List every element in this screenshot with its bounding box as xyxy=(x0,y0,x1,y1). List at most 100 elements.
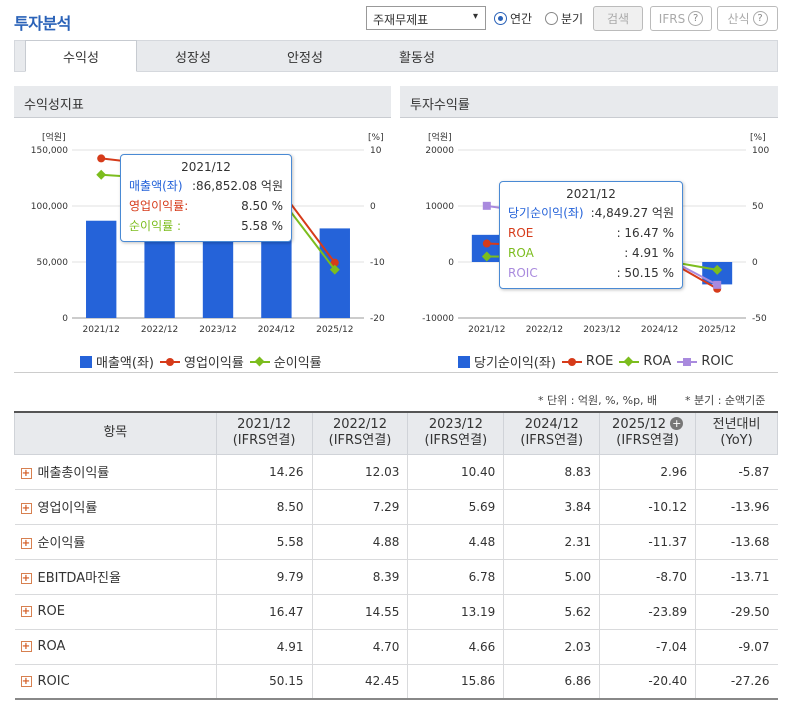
table-cell: 8.39 xyxy=(311,559,408,595)
tooltip-value: : 50.15 % xyxy=(616,266,674,280)
legend-item[interactable]: 당기순이익(좌) xyxy=(458,352,556,371)
data-point[interactable] xyxy=(96,169,107,180)
column-header: 2023/12 (IFRS연결) xyxy=(407,411,505,455)
y-tick-label: -10000 xyxy=(422,314,454,324)
row-label-cell[interactable]: + EBITDA마진율 xyxy=(14,559,217,595)
ifrs-button[interactable]: IFRS ? xyxy=(650,6,712,31)
expand-icon[interactable]: + xyxy=(20,503,32,514)
y2-tick-label: 0 xyxy=(752,258,758,268)
data-point[interactable] xyxy=(712,264,723,275)
tooltip-row: ROA: 4.91 % xyxy=(508,243,674,263)
legend-item[interactable]: 영업이익률 xyxy=(159,352,244,371)
column-header: 2021/12 (IFRS연결) xyxy=(215,411,313,455)
table-cell: 15.86 xyxy=(407,664,504,700)
data-point[interactable] xyxy=(97,154,106,163)
row-label-cell[interactable]: + 영업이익률 xyxy=(14,489,217,525)
table-cell: -7.04 xyxy=(599,629,696,665)
row-label-cell[interactable]: + ROE xyxy=(14,594,217,630)
column-header-sub: (YoY) xyxy=(720,433,753,449)
y2-tick-label: -10 xyxy=(370,258,385,268)
data-point[interactable] xyxy=(713,280,722,289)
table-cell: 5.58 xyxy=(215,524,313,560)
tab-stability[interactable]: 안정성 xyxy=(249,40,361,72)
chart-title: 수익성지표 xyxy=(24,98,84,113)
bar[interactable] xyxy=(86,220,117,318)
legend-item[interactable]: ROE xyxy=(561,354,613,369)
table-cell: 10.40 xyxy=(407,454,504,490)
table-cell: 14.26 xyxy=(215,454,313,490)
legend-item[interactable]: ROIC xyxy=(677,354,734,369)
formula-button-label: 산식 xyxy=(727,12,750,26)
data-point[interactable] xyxy=(481,251,492,262)
tab-profitability[interactable]: 수익성 xyxy=(25,40,137,72)
column-header-label: 2025/12 xyxy=(612,417,667,433)
column-header-label: 전년대비 xyxy=(712,417,761,433)
radio-quarter[interactable]: 분기 xyxy=(545,10,583,27)
legend-label: ROA xyxy=(643,354,672,369)
column-header-sub: (IFRS연결) xyxy=(520,433,584,449)
column-header-label: 항목 xyxy=(103,425,128,441)
profitability-chart-header: 수익성지표 xyxy=(14,86,391,118)
left-axis-unit: [억원] xyxy=(42,131,66,143)
legend-item[interactable]: 순이익률 xyxy=(249,352,322,371)
column-header: 전년대비 (YoY) xyxy=(695,411,778,455)
row-label-cell[interactable]: + ROIC xyxy=(14,664,217,700)
data-point[interactable] xyxy=(482,201,491,210)
legend-swatch xyxy=(80,355,92,368)
y-tick-label: 50,000 xyxy=(37,258,69,268)
formula-button[interactable]: 산식 ? xyxy=(717,6,778,31)
table-row: + 매출총이익률 14.26 12.03 10.40 8.83 2.96 -5.87 xyxy=(14,454,778,490)
data-point[interactable] xyxy=(330,258,339,267)
table-cell: 16.47 xyxy=(215,594,313,630)
table-cell: 8.50 xyxy=(215,489,313,525)
tooltip-label: ROA xyxy=(508,246,534,260)
expand-icon[interactable]: + xyxy=(20,606,32,617)
row-label-cell[interactable]: + 매출총이익률 xyxy=(14,454,217,490)
table-cell: 5.62 xyxy=(503,594,600,630)
y-tick-label: 0 xyxy=(62,314,68,324)
row-label: 순이익률 xyxy=(37,536,86,551)
expand-icon[interactable]: + xyxy=(20,573,32,584)
expand-icon[interactable]: + xyxy=(20,675,32,687)
radio-annual[interactable]: 연간 xyxy=(494,10,532,27)
radio-quarter-dot[interactable] xyxy=(545,12,558,25)
legend-swatch xyxy=(249,356,270,368)
tooltip-row: 순이익률 : 5.58 % xyxy=(129,216,283,236)
table-cell: 14.55 xyxy=(311,594,408,630)
table-cell: 12.03 xyxy=(311,454,408,490)
table-row: + ROA 4.91 4.70 4.66 2.03 -7.04 -9.07 xyxy=(14,629,778,665)
table-cell: -11.37 xyxy=(599,524,696,560)
row-label-cell[interactable]: + 순이익률 xyxy=(14,524,217,560)
column-header-label: 2023/12 xyxy=(428,417,483,433)
table-row: + ROE 16.47 14.55 13.19 5.62 -23.89 -29.50 xyxy=(14,594,778,630)
statement-select[interactable]: 주재무제표 ▾ xyxy=(366,6,486,30)
tooltip-value: : 16.47 % xyxy=(616,226,674,240)
expand-icon[interactable]: + xyxy=(20,641,32,652)
add-column-icon[interactable]: + xyxy=(670,416,684,431)
row-label-cell[interactable]: + ROA xyxy=(14,629,217,665)
tooltip-value: 8.50 % xyxy=(241,199,283,213)
table-cell: 8.83 xyxy=(503,454,600,490)
expand-icon[interactable]: + xyxy=(20,468,32,479)
radio-annual-dot[interactable] xyxy=(494,12,507,25)
legend-item[interactable]: 매출액(좌) xyxy=(80,352,154,371)
tab-growth[interactable]: 성장성 xyxy=(137,40,249,72)
table-cell: 3.84 xyxy=(503,489,600,525)
tab-label: 활동성 xyxy=(399,50,435,66)
legend-label: 매출액(좌) xyxy=(96,356,154,371)
column-header: 2022/12 (IFRS연결) xyxy=(311,411,409,455)
table-cell: 13.19 xyxy=(407,594,504,630)
legend-swatch xyxy=(677,356,698,368)
radio-annual-label: 연간 xyxy=(510,12,533,26)
data-point[interactable] xyxy=(482,239,491,248)
legend-item[interactable]: ROA xyxy=(619,354,671,369)
table-cell: 2.96 xyxy=(599,454,696,490)
search-button[interactable]: 검색 xyxy=(593,6,643,31)
divider xyxy=(14,372,778,373)
tooltip-value: :86,852.08 억원 xyxy=(191,179,283,193)
tooltip-label: 영업이익률: xyxy=(129,199,189,213)
table-cell: -13.71 xyxy=(695,559,778,595)
tab-activity[interactable]: 활동성 xyxy=(361,40,473,72)
tooltip-row: 당기순이익(좌):4,849.27 억원 xyxy=(508,203,674,223)
expand-icon[interactable]: + xyxy=(20,538,32,549)
